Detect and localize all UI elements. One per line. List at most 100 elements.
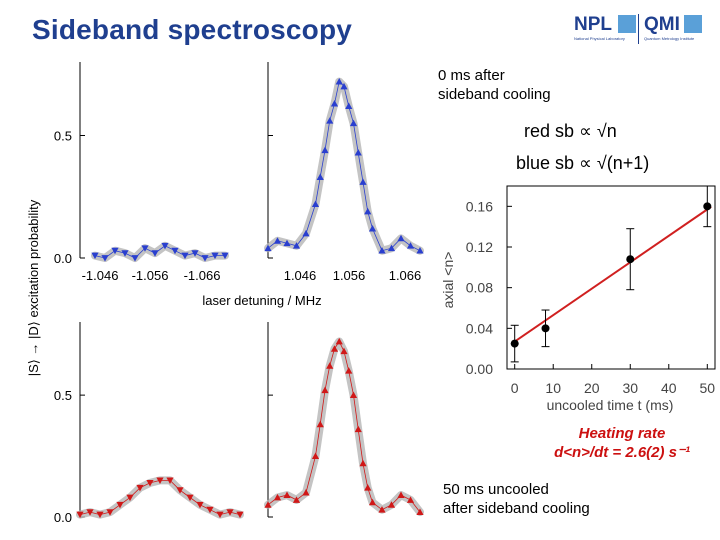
data-point bbox=[416, 247, 424, 254]
theory-fit-band bbox=[264, 77, 424, 255]
data-point bbox=[387, 244, 396, 252]
y-tick-label: 0.5 bbox=[54, 388, 72, 403]
npl-logo-text: NPL bbox=[574, 14, 612, 35]
spectra-panels bbox=[76, 62, 424, 519]
heating-x-tick-label: 20 bbox=[584, 380, 600, 396]
data-point bbox=[359, 459, 367, 467]
data-point bbox=[364, 484, 372, 491]
theory-fit-band bbox=[264, 337, 424, 517]
data-point bbox=[121, 250, 129, 257]
x-tick-label: -1.056 bbox=[132, 268, 169, 283]
note-bottom: 50 ms uncooled after sideband cooling bbox=[443, 480, 590, 518]
data-point bbox=[326, 362, 334, 369]
data-point bbox=[86, 509, 94, 516]
note-top: 0 ms after sideband cooling bbox=[438, 66, 551, 104]
y-axis-label: |S⟩ → |D⟩ excitation probability bbox=[26, 199, 41, 376]
data-point bbox=[161, 242, 169, 250]
data-point bbox=[111, 247, 119, 255]
data-point bbox=[349, 391, 358, 399]
data-point bbox=[264, 244, 272, 252]
heating-y-tick-label: 0.16 bbox=[466, 198, 493, 214]
data-point bbox=[316, 420, 324, 428]
data-point bbox=[156, 477, 164, 485]
data-point bbox=[283, 491, 291, 498]
heating-plot-elements: 0.00 0.04 0.08 0.12 0.16 0 10 20 30 40 50 bbox=[466, 185, 716, 396]
data-point bbox=[116, 501, 124, 509]
note-bottom-line2: after sideband cooling bbox=[443, 500, 590, 517]
data-point bbox=[273, 493, 282, 501]
data-point bbox=[316, 173, 324, 181]
heating-y-tick-label: 0.08 bbox=[466, 280, 493, 296]
logo-divider bbox=[638, 14, 639, 44]
data-point bbox=[131, 255, 139, 262]
data-point bbox=[166, 477, 174, 485]
heating-y-axis-label: axial <n> bbox=[440, 252, 456, 309]
data-point bbox=[283, 239, 291, 247]
note-top-line1: 0 ms after bbox=[438, 67, 505, 84]
data-point bbox=[91, 252, 99, 260]
slide-title: Sideband spectroscopy bbox=[32, 14, 353, 45]
data-point bbox=[368, 498, 377, 506]
heating-x-tick-label: 0 bbox=[511, 380, 519, 396]
data-point bbox=[397, 491, 405, 498]
heating-rate-annotation: Heating rate d<n>/dt = 2.6(2) s⁻¹ bbox=[512, 424, 720, 462]
heating-fit-line bbox=[514, 205, 712, 343]
qmi-logo-subtitle: Quantum Metrology Institute bbox=[644, 36, 695, 41]
data-point bbox=[387, 501, 396, 508]
data-point bbox=[302, 489, 310, 496]
data-point bbox=[354, 425, 362, 433]
data-point bbox=[146, 479, 154, 487]
x-tick-label: -1.066 bbox=[184, 268, 221, 283]
npl-logo-subtitle: National Physical Laboratory bbox=[574, 36, 625, 41]
data-line bbox=[267, 80, 421, 252]
spectra-tick-labels: 0.0 0.5 0.0 0.5 -1.046 -1.056 -1.066 1.046 1.056… bbox=[54, 129, 421, 526]
data-point bbox=[326, 117, 334, 124]
data-point bbox=[211, 252, 219, 260]
data-point bbox=[191, 250, 199, 257]
data-point bbox=[136, 484, 144, 492]
data-point bbox=[101, 255, 109, 262]
data-point bbox=[126, 494, 134, 502]
data-point bbox=[96, 511, 104, 519]
data-point bbox=[311, 452, 320, 459]
data-point bbox=[330, 100, 339, 107]
data-point bbox=[330, 345, 339, 352]
data-point bbox=[76, 511, 84, 519]
data-point bbox=[206, 506, 214, 514]
data-point bbox=[226, 509, 234, 516]
heating-x-tick-label: 40 bbox=[661, 380, 677, 396]
heating-data-point bbox=[703, 202, 712, 211]
note-top-line2: sideband cooling bbox=[438, 86, 551, 103]
x-tick-label: 1.046 bbox=[284, 268, 317, 283]
npl-logo-square bbox=[618, 15, 636, 33]
data-point bbox=[397, 234, 405, 242]
data-point bbox=[406, 496, 415, 503]
heating-x-axis-label: uncooled time t (ms) bbox=[547, 397, 674, 413]
data-point bbox=[273, 237, 282, 244]
data-point bbox=[221, 252, 229, 260]
data-point bbox=[236, 511, 244, 519]
data-point bbox=[151, 250, 159, 257]
heating-x-tick-label: 50 bbox=[700, 380, 716, 396]
y-tick-label: 0.0 bbox=[54, 510, 72, 525]
data-point bbox=[340, 347, 348, 355]
heating-rate-value: d<n>/dt = 2.6(2) s⁻¹ bbox=[554, 444, 690, 461]
qmi-logo-text: QMI bbox=[644, 14, 680, 35]
data-point bbox=[354, 149, 362, 156]
data-point bbox=[186, 494, 194, 502]
x-tick-label: 1.056 bbox=[333, 268, 366, 283]
data-point bbox=[196, 501, 204, 509]
data-point bbox=[302, 229, 310, 237]
y-tick-label: 0.0 bbox=[54, 251, 72, 266]
data-point bbox=[106, 509, 114, 516]
blue-sideband-label: blue sb ∝ √(n+1) bbox=[516, 153, 650, 173]
data-point bbox=[359, 178, 367, 185]
data-point bbox=[406, 242, 415, 249]
data-point bbox=[216, 511, 224, 519]
data-point bbox=[264, 501, 272, 508]
heating-x-tick-label: 30 bbox=[622, 380, 638, 396]
data-point bbox=[292, 242, 301, 249]
theory-fit-band bbox=[76, 476, 244, 519]
data-point bbox=[141, 245, 149, 252]
data-point bbox=[340, 82, 348, 90]
